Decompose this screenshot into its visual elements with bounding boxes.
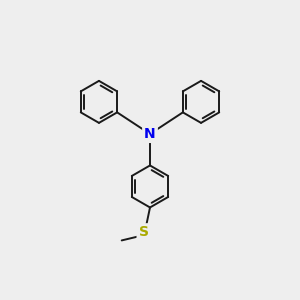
Text: N: N — [144, 127, 156, 141]
Text: S: S — [139, 225, 148, 239]
